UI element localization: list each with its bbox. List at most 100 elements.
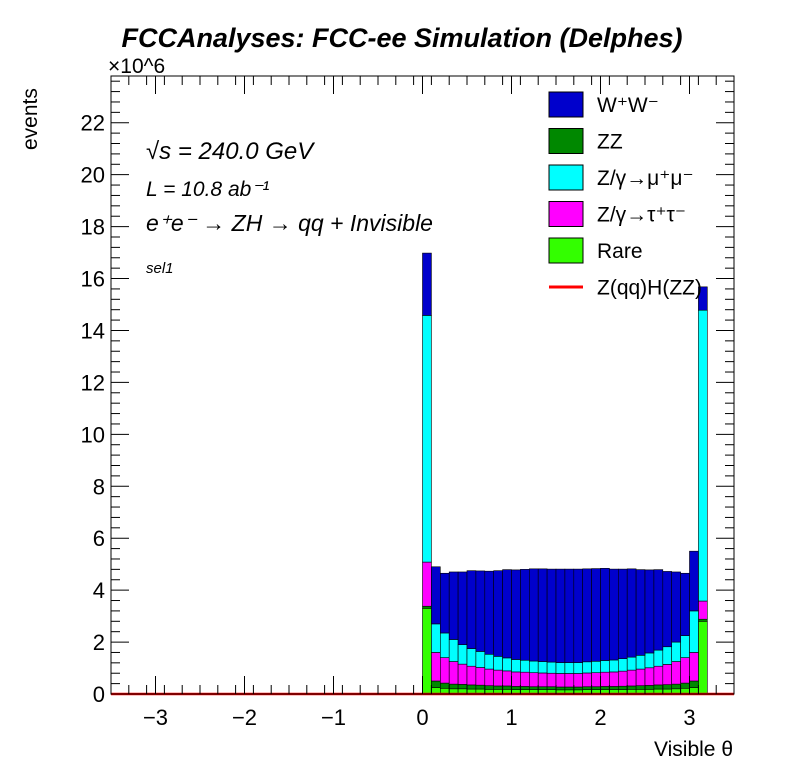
annotation-lumi: L = 10.8 ab⁻¹ xyxy=(146,178,269,201)
bar-z-26 xyxy=(653,649,664,667)
bar-w-w-0 xyxy=(422,252,432,316)
bar-w-w-29 xyxy=(680,572,690,636)
bar-z-6 xyxy=(475,651,486,668)
bar-z-16 xyxy=(564,662,575,674)
bar-z-30 xyxy=(689,652,699,682)
bar-zz-30 xyxy=(689,680,699,688)
bar-w-w-3 xyxy=(448,571,459,640)
bar-zz-3 xyxy=(448,683,459,690)
bar-z-13 xyxy=(537,661,548,674)
bar-z-3 xyxy=(448,639,459,662)
bar-w-w-23 xyxy=(626,568,637,658)
bar-z-21 xyxy=(609,659,619,673)
bar-zz-19 xyxy=(591,686,601,690)
bar-w-w-8 xyxy=(493,570,503,657)
legend-label-z-qq-h-zz: Z(qq)H(ZZ) xyxy=(597,277,702,300)
y-tick-label: 16 xyxy=(81,267,105,292)
bar-z-13 xyxy=(537,672,548,688)
bar-z-4 xyxy=(457,644,468,665)
bar-zz-5 xyxy=(466,684,477,690)
y-tick-label: 6 xyxy=(93,526,105,551)
bar-zz-7 xyxy=(484,685,494,690)
bar-z-25 xyxy=(644,652,655,669)
bar-z-6 xyxy=(475,667,486,686)
bar-z-18 xyxy=(582,661,592,674)
bar-z-18 xyxy=(582,672,592,688)
bar-z-0 xyxy=(422,561,432,607)
bar-zz-25 xyxy=(644,685,655,690)
bar-z-15 xyxy=(555,673,566,688)
legend-label-w-w: W⁺W⁻ xyxy=(597,94,659,117)
bar-z-8 xyxy=(493,656,503,671)
bar-zz-10 xyxy=(511,686,521,690)
x-tick-label: −2 xyxy=(232,705,257,730)
bar-w-w-15 xyxy=(555,568,566,663)
bar-z-22 xyxy=(617,670,628,687)
bar-z-23 xyxy=(626,656,637,671)
bar-z-23 xyxy=(626,669,637,687)
bar-z-17 xyxy=(573,673,583,688)
bar-z-19 xyxy=(591,672,601,688)
bar-z-31 xyxy=(698,309,708,602)
bar-rare-0 xyxy=(422,608,432,695)
legend-swatch-z xyxy=(548,201,584,227)
bar-z-5 xyxy=(466,648,477,667)
bar-z-21 xyxy=(609,671,619,687)
legend-label-z: Z/γ→μ⁺μ⁻ xyxy=(597,167,694,190)
legend: W⁺W⁻ ZZ Z/γ→μ⁺μ⁻ Z/γ→τ⁺τ⁻ Rare Z(qq)H(ZZ) xyxy=(548,91,702,300)
y-axis-label: events xyxy=(19,88,42,150)
bar-z-1 xyxy=(431,623,441,653)
bar-rare-31 xyxy=(698,620,708,695)
bar-z-30 xyxy=(689,610,699,653)
legend-swatch-w-w xyxy=(548,91,584,118)
bar-z-28 xyxy=(671,641,681,662)
bar-z-31 xyxy=(698,600,708,620)
bar-z-10 xyxy=(511,659,521,673)
bar-z-5 xyxy=(466,665,477,686)
bar-w-w-30 xyxy=(689,550,699,612)
bar-z-2 xyxy=(439,657,450,684)
y-tick-label: 12 xyxy=(81,370,105,395)
bar-zz-27 xyxy=(662,684,672,690)
y-tick-label: 8 xyxy=(93,474,105,499)
bar-w-w-24 xyxy=(635,569,646,656)
x-tick-label: 0 xyxy=(416,705,428,730)
bar-z-11 xyxy=(520,659,530,673)
legend-swatch-zz xyxy=(548,128,584,154)
bar-zz-0 xyxy=(422,605,432,609)
x-tick-label: −3 xyxy=(143,705,168,730)
bar-zz-26 xyxy=(653,684,664,690)
y-tick-label: 0 xyxy=(93,682,105,707)
bar-z-2 xyxy=(439,632,450,658)
bar-zz-14 xyxy=(546,686,557,690)
bar-w-w-9 xyxy=(502,569,512,659)
legend-label-rare: Rare xyxy=(597,240,643,263)
bar-w-w-25 xyxy=(644,569,655,654)
bar-w-w-22 xyxy=(617,568,628,659)
y-axis-exponent: ×10^6 xyxy=(108,55,165,78)
x-axis-label: Visible θ xyxy=(654,738,733,761)
y-tick-label: 4 xyxy=(93,578,105,603)
bar-zz-23 xyxy=(626,685,637,690)
y-tick-label: 10 xyxy=(81,422,105,447)
bar-zz-22 xyxy=(617,685,628,690)
bar-z-11 xyxy=(520,671,530,687)
bar-z-29 xyxy=(680,635,690,658)
bar-w-w-26 xyxy=(653,569,664,651)
bar-z-22 xyxy=(617,658,628,672)
y-tick-label: 20 xyxy=(81,163,105,188)
bar-z-7 xyxy=(484,668,494,686)
bar-w-w-2 xyxy=(439,572,450,634)
bar-zz-24 xyxy=(635,685,646,690)
bar-w-w-21 xyxy=(609,568,619,661)
bar-w-w-1 xyxy=(431,566,441,625)
bar-w-w-6 xyxy=(475,570,486,652)
x-tick-label: 1 xyxy=(505,705,517,730)
bar-w-w-4 xyxy=(457,571,468,645)
bar-w-w-12 xyxy=(528,568,539,662)
bar-z-3 xyxy=(448,661,459,685)
bar-z-24 xyxy=(635,655,646,670)
annotation-sqrt: √s = 240.0 GeV xyxy=(146,138,315,165)
bar-z-26 xyxy=(653,665,664,686)
